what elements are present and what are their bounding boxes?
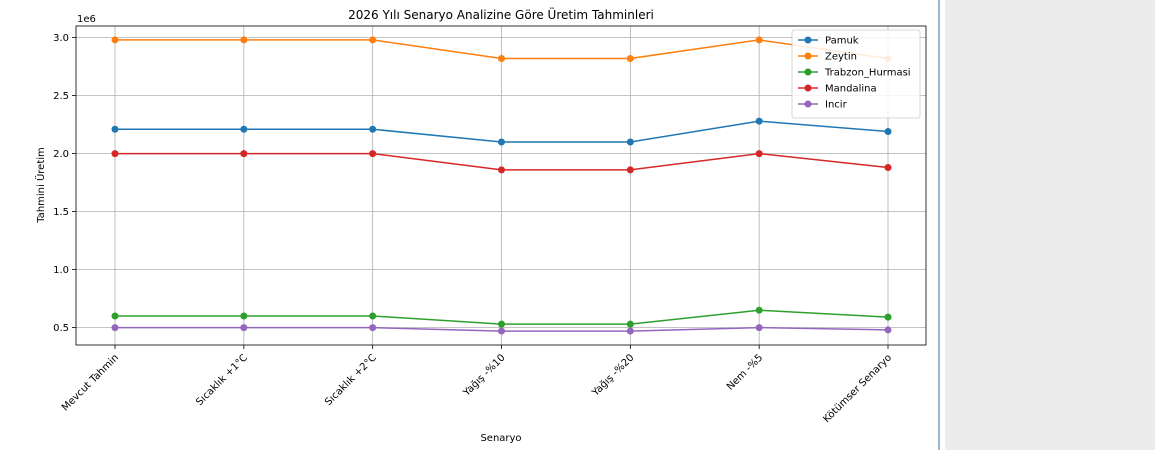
- data-point-pamuk: [884, 128, 892, 136]
- y-axis-label: Tahmini Üretim: [34, 147, 47, 224]
- data-point-mandalina: [626, 166, 634, 174]
- data-point-mandalina: [755, 150, 763, 158]
- x-tick-label: Mevcut Tahmin: [60, 352, 121, 413]
- x-tick-label: Nem -%5: [725, 352, 765, 392]
- legend-label-pamuk: Pamuk: [825, 36, 859, 47]
- data-point-trabzon-hurmasi: [240, 312, 248, 320]
- y-tick-label: 0.5: [53, 323, 69, 334]
- data-point-zeytin: [626, 54, 634, 62]
- legend-marker-mandalina: [804, 84, 812, 92]
- x-tick-label: Kötümser Senaryo: [821, 352, 894, 425]
- data-point-trabzon-hurmasi: [755, 306, 763, 314]
- data-point-pamuk: [755, 117, 763, 125]
- panel-divider[interactable]: [938, 0, 940, 450]
- axis-ticks: Mevcut Tahmin Sıcaklık +1°C Sıcaklık +2°C Y…: [53, 33, 894, 425]
- legend-marker-incir: [804, 100, 812, 108]
- series-group: [111, 36, 892, 335]
- line-chart: 2026 Yılı Senaryo Analizine Göre Üretim …: [34, 6, 927, 444]
- x-axis-label: Senaryo: [480, 433, 521, 444]
- legend-label-trabzon-hurmasi: Trabzon_Hurmasi: [824, 68, 911, 79]
- data-point-mandalina: [498, 166, 505, 174]
- data-point-incir: [111, 324, 119, 332]
- data-point-incir: [498, 327, 505, 335]
- y-tick-label: 1.0: [53, 265, 69, 276]
- data-point-mandalina: [884, 164, 892, 172]
- data-point-trabzon-hurmasi: [369, 312, 377, 320]
- legend-marker-pamuk: [804, 36, 812, 44]
- y-tick-label: 2.5: [53, 91, 69, 102]
- x-tick-label: Yağış -%10: [460, 352, 508, 400]
- x-tick-label: Sıcaklık +2°C: [323, 352, 379, 408]
- legend-label-mandalina: Mandalina: [825, 84, 877, 95]
- data-point-mandalina: [369, 150, 377, 158]
- data-point-incir: [626, 327, 634, 335]
- data-point-trabzon-hurmasi: [626, 320, 634, 328]
- x-tick-label: Sıcaklık +1°C: [194, 352, 250, 408]
- data-point-zeytin: [111, 36, 119, 44]
- plot-frame: [75, 25, 927, 346]
- chart-title: 2026 Yılı Senaryo Analizine Göre Üretim …: [348, 6, 654, 22]
- legend-marker-zeytin: [804, 52, 812, 60]
- data-point-zeytin: [755, 36, 763, 44]
- data-point-pamuk: [111, 125, 119, 133]
- data-point-pamuk: [240, 125, 248, 133]
- data-point-pamuk: [498, 138, 505, 146]
- data-point-trabzon-hurmasi: [111, 312, 119, 320]
- data-point-incir: [240, 324, 248, 332]
- data-point-mandalina: [240, 150, 248, 158]
- legend-label-zeytin: Zeytin: [825, 52, 857, 63]
- chart-figure: 2026 Yılı Senaryo Analizine Göre Üretim …: [34, 6, 927, 444]
- legend-label-incir: Incir: [825, 100, 848, 111]
- side-panel: [945, 0, 1155, 450]
- data-point-incir: [755, 324, 763, 332]
- data-point-mandalina: [111, 150, 119, 158]
- data-point-zeytin: [369, 36, 377, 44]
- legend: Pamuk Zeytin Trabzon_Hurmasi Mandalina Incir: [791, 29, 921, 119]
- y-tick-label: 2.0: [53, 149, 69, 160]
- data-point-incir: [884, 326, 892, 334]
- data-point-pamuk: [369, 125, 377, 133]
- y-offset-label: 1e6: [77, 14, 96, 25]
- x-tick-label: Yağış -%20: [589, 352, 637, 400]
- data-point-incir: [369, 324, 377, 332]
- y-tick-label: 3.0: [53, 33, 69, 44]
- legend-box: [791, 29, 921, 119]
- data-point-trabzon-hurmasi: [884, 313, 892, 321]
- y-tick-label: 1.5: [53, 207, 69, 218]
- data-point-zeytin: [240, 36, 248, 44]
- data-point-zeytin: [498, 54, 505, 62]
- data-point-pamuk: [626, 138, 634, 146]
- legend-marker-trabzon-hurmasi: [804, 68, 812, 76]
- data-point-trabzon-hurmasi: [498, 320, 505, 328]
